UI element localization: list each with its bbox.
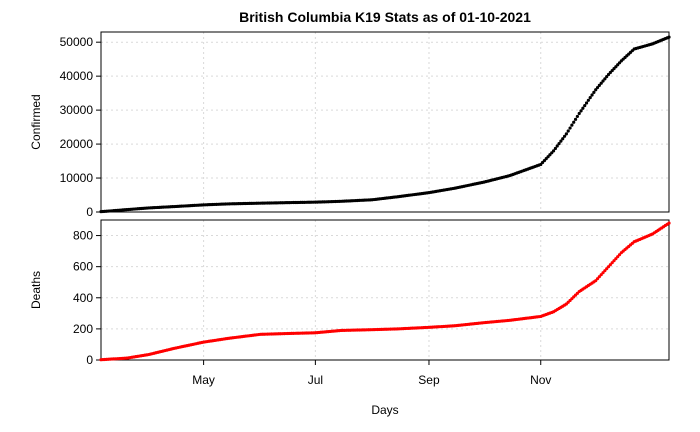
data-point-1 bbox=[667, 221, 671, 225]
data-point-0 bbox=[592, 90, 596, 94]
data-point-0 bbox=[597, 83, 601, 87]
data-point-0 bbox=[588, 96, 592, 100]
y-tick-label-0-5: 50000 bbox=[60, 35, 94, 49]
data-point-0 bbox=[601, 79, 605, 83]
data-point-0 bbox=[584, 101, 589, 105]
y-axis-label-0: Confirmed bbox=[29, 94, 43, 149]
y-tick-label-1-4: 800 bbox=[73, 229, 93, 243]
y-tick-label-0-3: 30000 bbox=[60, 103, 94, 117]
data-point-0 bbox=[555, 144, 559, 148]
x-tick-label-2: Sep bbox=[418, 373, 440, 387]
y-tick-label-1-3: 600 bbox=[73, 260, 93, 274]
x-tick-label-3: Nov bbox=[530, 373, 551, 387]
y-tick-label-1-2: 400 bbox=[73, 291, 93, 305]
data-point-0 bbox=[599, 81, 603, 85]
y-tick-label-0-4: 40000 bbox=[60, 69, 94, 83]
data-point-0 bbox=[572, 120, 576, 124]
data-point-0 bbox=[570, 123, 574, 127]
data-point-0 bbox=[579, 109, 583, 113]
data-point-0 bbox=[551, 149, 556, 153]
data-point-0 bbox=[586, 98, 590, 102]
y-tick-label-0-1: 10000 bbox=[60, 171, 94, 185]
chart-title: British Columbia K19 Stats as of 01-10-2… bbox=[239, 9, 531, 25]
data-point-0 bbox=[568, 126, 572, 130]
data-point-0 bbox=[577, 111, 581, 116]
data-point-0 bbox=[590, 93, 594, 97]
y-tick-label-1-0: 0 bbox=[86, 353, 93, 367]
data-point-0 bbox=[566, 129, 570, 133]
data-point-0 bbox=[583, 103, 587, 108]
data-point-0 bbox=[605, 75, 609, 79]
data-point-0 bbox=[564, 132, 568, 136]
data-point-0 bbox=[553, 146, 558, 151]
y-tick-label-0-2: 20000 bbox=[60, 137, 94, 151]
data-point-0 bbox=[595, 85, 600, 90]
y-tick-label-1-1: 200 bbox=[73, 322, 93, 336]
x-tick-label-1: Jul bbox=[308, 373, 323, 387]
data-point-0 bbox=[573, 117, 578, 121]
x-tick-label-0: May bbox=[192, 373, 215, 387]
y-tick-label-0-0: 0 bbox=[86, 205, 93, 219]
data-point-0 bbox=[603, 77, 607, 81]
data-point-0 bbox=[562, 134, 567, 138]
panel-frame-0 bbox=[100, 31, 670, 213]
data-point-0 bbox=[581, 106, 585, 110]
data-point-0 bbox=[557, 141, 561, 146]
data-point-0 bbox=[594, 88, 598, 92]
data-point-0 bbox=[667, 35, 671, 39]
panel-frame-1 bbox=[100, 219, 670, 361]
data-point-0 bbox=[575, 114, 579, 119]
data-point-0 bbox=[559, 139, 563, 143]
x-axis-label: Days bbox=[371, 403, 398, 417]
data-point-0 bbox=[561, 137, 565, 141]
y-axis-label-1: Deaths bbox=[29, 271, 43, 309]
